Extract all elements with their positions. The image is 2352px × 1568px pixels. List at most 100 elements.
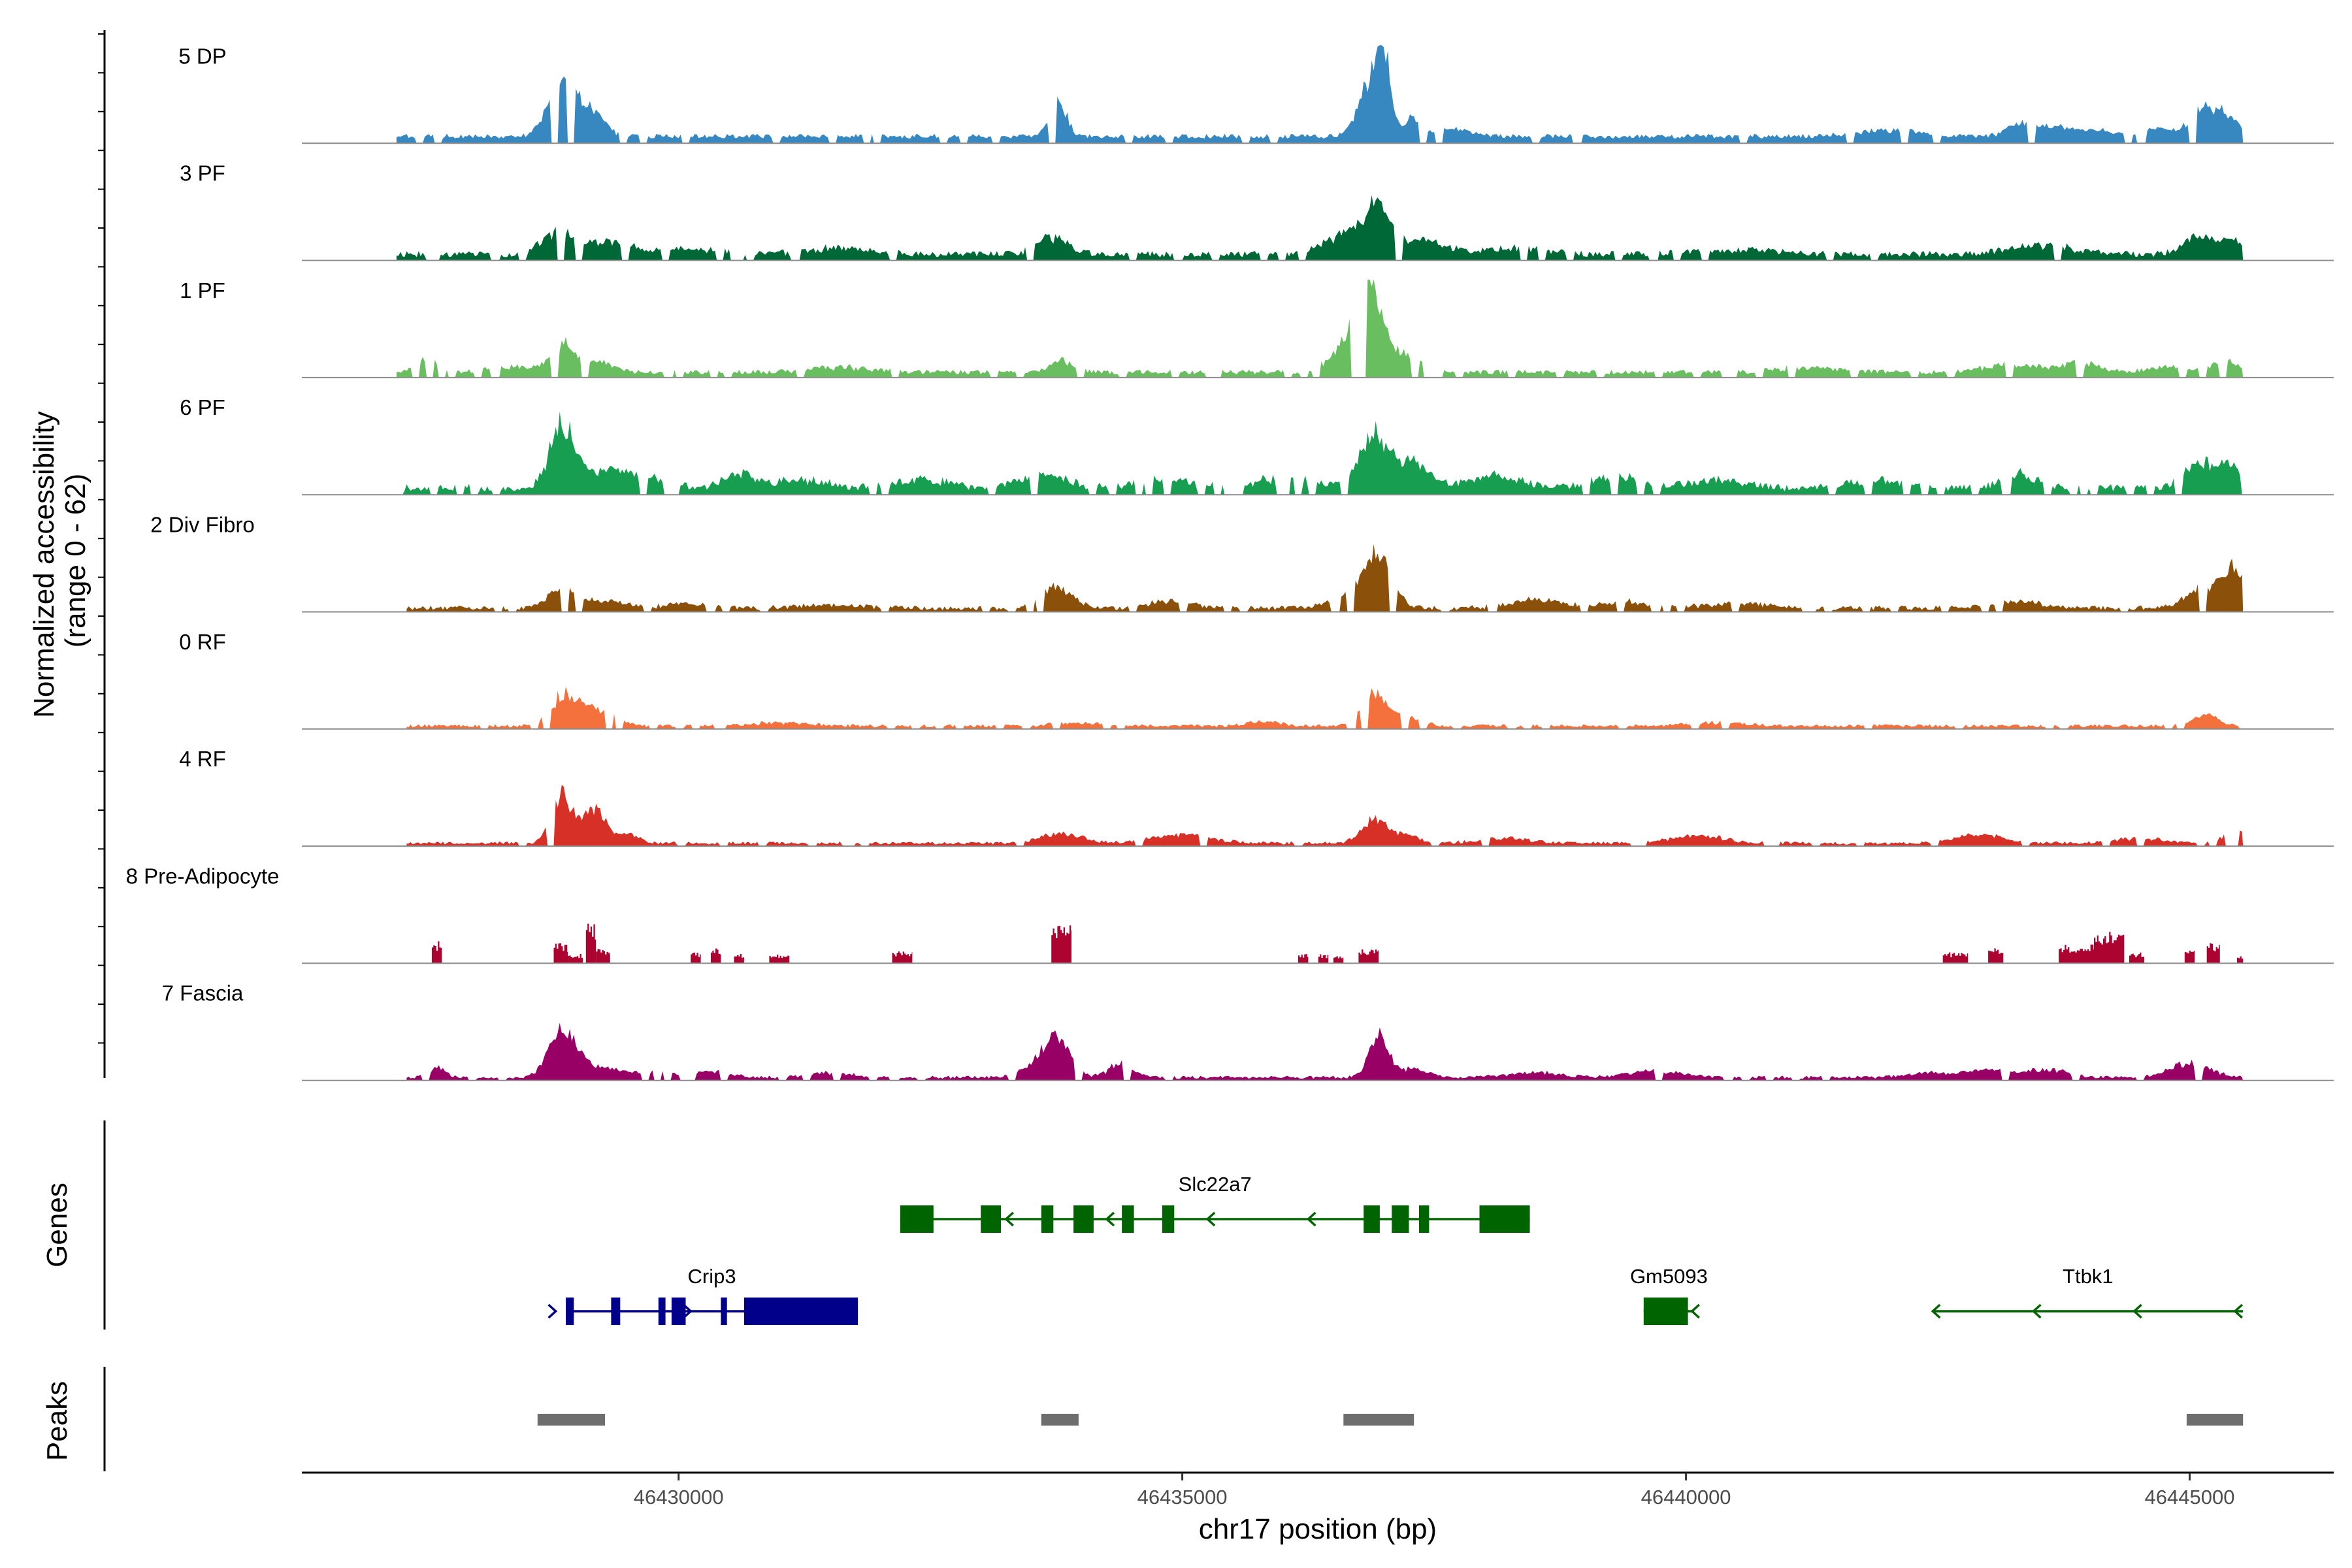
gene-exon (658, 1298, 666, 1325)
gene-exon (1364, 1205, 1380, 1233)
peak-region (1041, 1414, 1079, 1426)
gene-exon (900, 1205, 934, 1233)
gene-strand-arrow (547, 1303, 558, 1319)
coverage-block (1298, 954, 1309, 964)
track-label: 6 PF (180, 395, 225, 419)
gene-strand-arrow (683, 1303, 693, 1319)
gene-exon (1073, 1205, 1094, 1233)
coverage-block (769, 955, 790, 964)
y-axis-title-line-1: Normalized accessibility (28, 411, 60, 717)
gene-strand-arrow (1931, 1303, 1941, 1319)
coverage-area (396, 279, 2244, 378)
coverage-block (1051, 925, 1071, 964)
gene-exon (1419, 1205, 1429, 1233)
peak-region (2186, 1414, 2244, 1426)
coverage-block (1318, 954, 1329, 964)
gene-exon (671, 1298, 686, 1325)
gene-exon (743, 1298, 858, 1325)
peaks-panel (537, 1414, 2244, 1426)
gene-label: Ttbk1 (2063, 1265, 2114, 1288)
gene-strand-arrow (1690, 1303, 1700, 1319)
gene-ttbk1: Ttbk1 (1931, 1265, 2244, 1319)
coverage-block (2129, 953, 2145, 964)
gene-label: Gm5093 (1630, 1265, 1708, 1288)
coverage-block (2237, 956, 2244, 964)
gene-exon (981, 1205, 1001, 1233)
gene-exon (1643, 1298, 1688, 1325)
gene-label: Crip3 (688, 1265, 736, 1288)
peak-region (1343, 1414, 1414, 1426)
coverage-area (406, 544, 2244, 612)
coverage-block (711, 948, 721, 964)
track-5-dp: 5 DP (178, 44, 2334, 144)
coverage-block (585, 923, 596, 964)
track-6-pf: 6 PF (180, 395, 2334, 496)
coverage-area (396, 411, 2244, 495)
track-0-rf: 0 RF (179, 630, 2334, 730)
gene-exon (1122, 1205, 1134, 1233)
track-label: 2 Div Fibro (150, 513, 255, 537)
y-axis-title: Normalized accessibility (range 0 - 62) (28, 403, 91, 718)
gene-exon (1041, 1205, 1054, 1233)
gene-strand-arrow (2233, 1303, 2244, 1319)
gene-strand-arrow (1004, 1211, 1014, 1227)
coverage-y-axis (98, 30, 106, 1078)
x-tick-label: 46440000 (1641, 1486, 1731, 1509)
track-3-pf: 3 PF (180, 161, 2334, 261)
track-8-pre-adipocyte: 8 Pre-Adipocyte (126, 864, 2334, 964)
track-label: 1 PF (180, 278, 225, 302)
gene-exon (1392, 1205, 1409, 1233)
coverage-block (1333, 956, 1344, 964)
coverage-area (406, 785, 2244, 847)
coverage-block (1942, 952, 1968, 964)
genes-panel: Slc22a7 Crip3 Gm5093 Ttbk1 (547, 1173, 2244, 1325)
y-axis-title-line-2: (range 0 - 62) (59, 474, 91, 648)
coverage-block (553, 943, 568, 964)
track-1-pf: 1 PF (180, 278, 2334, 378)
track-label: 8 Pre-Adipocyte (126, 864, 280, 888)
gene-strand-arrow (1205, 1211, 1216, 1227)
coverage-block (691, 953, 701, 964)
coverage-block (568, 953, 583, 964)
gene-strand-arrow (1306, 1211, 1316, 1227)
coverage-block (734, 954, 744, 964)
coverage-block (596, 949, 610, 964)
track-label: 0 RF (179, 630, 226, 654)
gene-strand-arrow (2132, 1303, 2142, 1319)
gene-crip3: Crip3 (547, 1265, 858, 1325)
gene-strand-arrow (2031, 1303, 2042, 1319)
coverage-area (396, 45, 2244, 144)
coverage-block (2059, 944, 2094, 964)
peak-region (537, 1414, 606, 1426)
x-tick-label: 46445000 (2145, 1486, 2235, 1509)
track-7-fascia: 7 Fascia (162, 981, 2334, 1081)
track-4-rf: 4 RF (179, 747, 2334, 847)
gene-gm5093: Gm5093 (1630, 1265, 1708, 1325)
coverage-tracks: 5 DP 3 PF 1 PF 6 PF 2 Div Fibro 0 RF 4 RF 8 Pre… (126, 44, 2334, 1081)
coverage-block (892, 951, 913, 964)
coverage-block (1358, 949, 1379, 964)
coverage-block (2184, 951, 2195, 964)
gene-exon (1162, 1205, 1175, 1233)
gene-strand-arrow (1105, 1211, 1115, 1227)
coverage-area (406, 1022, 2244, 1081)
coverage-block (431, 941, 442, 964)
track-2-div-fibro: 2 Div Fibro (150, 513, 2334, 613)
x-axis-title: chr17 position (bp) (1199, 1513, 1437, 1545)
genes-panel-title: Genes (41, 1183, 73, 1267)
gene-label: Slc22a7 (1179, 1173, 1252, 1196)
gene-exon (721, 1298, 727, 1325)
coverage-block (2094, 932, 2125, 964)
gene-exon (611, 1298, 621, 1325)
track-label: 5 DP (178, 44, 226, 68)
gene-slc22a7: Slc22a7 (900, 1173, 1530, 1233)
x-axis-ticks: 46430000 46435000 46440000 46445000 (634, 1473, 2235, 1509)
coverage-area (396, 195, 2244, 261)
coverage-block (2206, 943, 2220, 964)
gene-exon (1479, 1205, 1530, 1233)
peaks-panel-title: Peaks (41, 1381, 73, 1461)
track-label: 4 RF (179, 747, 226, 771)
coverage-area (406, 687, 2244, 729)
